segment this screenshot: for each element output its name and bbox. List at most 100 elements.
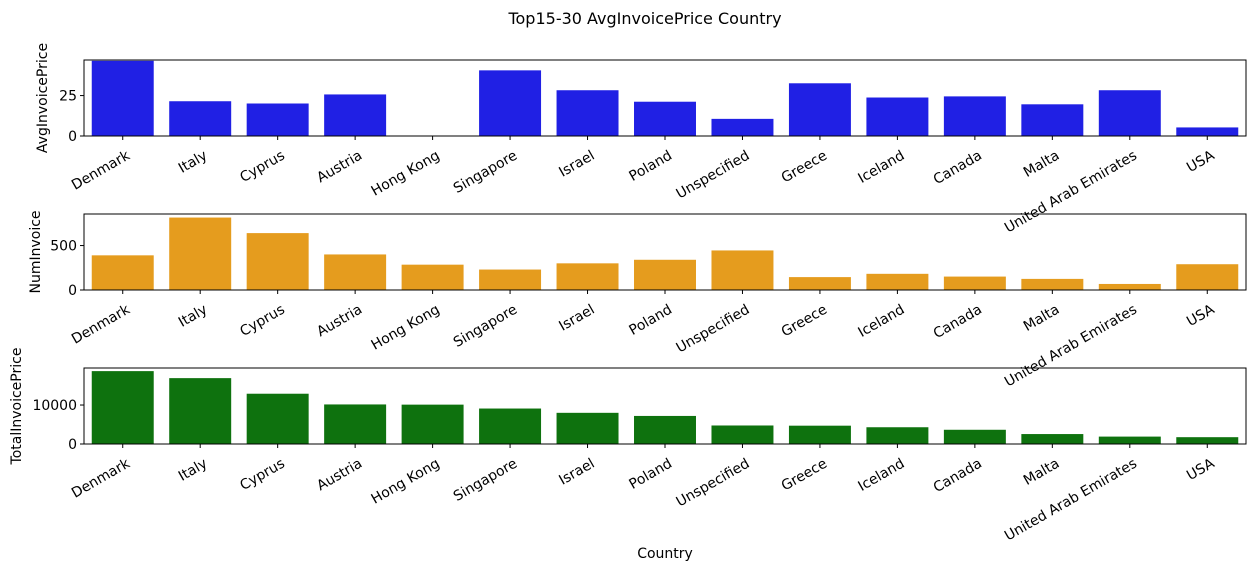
y-tick-label: 0 bbox=[68, 129, 77, 145]
bar-usa bbox=[1176, 437, 1239, 444]
bar-greece bbox=[788, 277, 851, 290]
bar-singapore bbox=[479, 408, 542, 444]
x-tick-label-cyprus: Cyprus bbox=[237, 456, 287, 494]
subplot-num-invoice: 0 500 Denmark Italy Cyprus Austria Hong Kong S… bbox=[28, 210, 1247, 391]
x-tick-label-cyprus: Cyprus bbox=[237, 148, 287, 186]
y-ticks: 0 500 bbox=[50, 239, 84, 299]
bar-usa bbox=[1176, 127, 1239, 136]
bar-italy bbox=[169, 378, 232, 444]
x-tick-label-canada: Canada bbox=[931, 148, 985, 188]
bar-denmark bbox=[91, 255, 154, 290]
x-tick-label-unspecified: Unspecified bbox=[674, 302, 753, 357]
x-tick-label-usa: USA bbox=[1184, 147, 1217, 176]
bar-greece bbox=[788, 83, 851, 136]
x-tick-label-singapore: Singapore bbox=[451, 148, 520, 197]
x-tick-label-malta: Malta bbox=[1021, 148, 1062, 181]
bar-italy bbox=[169, 217, 232, 290]
x-tick-label-united-arab-emirates: United Arab Emirates bbox=[1002, 456, 1140, 545]
x-tick-label-poland: Poland bbox=[627, 148, 675, 185]
y-axis-label: AvgInvoicePrice bbox=[35, 43, 51, 153]
bar-united-arab-emirates bbox=[1098, 283, 1161, 290]
x-tick-label-italy: Italy bbox=[176, 148, 210, 177]
bar-united-arab-emirates bbox=[1098, 436, 1161, 444]
bar-singapore bbox=[479, 70, 542, 136]
x-tick-label-united-arab-emirates: United Arab Emirates bbox=[1002, 302, 1140, 391]
x-tick-label-singapore: Singapore bbox=[451, 302, 520, 351]
bar-united-arab-emirates bbox=[1098, 90, 1161, 136]
x-tick-label-malta: Malta bbox=[1021, 302, 1062, 335]
x-tick-label-greece: Greece bbox=[779, 302, 830, 341]
x-tick-label-greece: Greece bbox=[779, 456, 830, 495]
x-tick-label-denmark: Denmark bbox=[69, 455, 133, 501]
bar-canada bbox=[943, 276, 1006, 290]
bar-iceland bbox=[866, 427, 929, 444]
bar-austria bbox=[324, 404, 387, 444]
bar-malta bbox=[1021, 278, 1084, 290]
x-tick-label-united-arab-emirates: United Arab Emirates bbox=[1002, 148, 1140, 237]
bar-israel bbox=[556, 412, 619, 444]
bar-austria bbox=[324, 94, 387, 136]
bar-greece bbox=[788, 425, 851, 444]
bar-malta bbox=[1021, 104, 1084, 136]
x-tick-label-cyprus: Cyprus bbox=[237, 302, 287, 340]
bar-singapore bbox=[479, 269, 542, 290]
x-tick-label-usa: USA bbox=[1184, 301, 1217, 330]
bars bbox=[91, 60, 1239, 136]
y-tick-label: 10000 bbox=[32, 398, 77, 414]
bar-canada bbox=[943, 96, 1006, 136]
y-axis-label: TotalInvoicePrice bbox=[9, 348, 25, 466]
x-tick-label-italy: Italy bbox=[176, 456, 210, 485]
y-axis-label: NumInvoice bbox=[28, 210, 44, 293]
bar-canada bbox=[943, 429, 1006, 444]
y-tick-label: 500 bbox=[50, 239, 77, 255]
bar-usa bbox=[1176, 264, 1239, 290]
x-tick-label-hong-kong: Hong Kong bbox=[369, 456, 443, 508]
x-tick-label-unspecified: Unspecified bbox=[674, 148, 753, 203]
bar-poland bbox=[634, 415, 696, 444]
bar-cyprus bbox=[246, 233, 309, 290]
bar-unspecified bbox=[711, 250, 774, 290]
x-tick-label-austria: Austria bbox=[314, 302, 365, 341]
bar-israel bbox=[556, 263, 619, 290]
x-tick-label-israel: Israel bbox=[556, 456, 597, 489]
x-tick-label-unspecified: Unspecified bbox=[674, 456, 753, 511]
y-tick-label: 25 bbox=[59, 89, 77, 105]
x-tick-label-poland: Poland bbox=[627, 456, 675, 493]
x-tick-label-hong-kong: Hong Kong bbox=[369, 302, 443, 354]
x-tick-label-denmark: Denmark bbox=[69, 147, 133, 193]
bar-cyprus bbox=[246, 393, 309, 444]
x-tick-label-canada: Canada bbox=[931, 456, 985, 496]
x-tick-label-denmark: Denmark bbox=[69, 301, 133, 347]
bar-israel bbox=[556, 90, 619, 136]
y-tick-label: 0 bbox=[68, 437, 77, 453]
x-tick-label-hong-kong: Hong Kong bbox=[369, 148, 443, 200]
x-tick-label-iceland: Iceland bbox=[856, 148, 908, 187]
bar-poland bbox=[634, 101, 696, 136]
x-tick-label-singapore: Singapore bbox=[451, 456, 520, 505]
bar-italy bbox=[169, 101, 232, 136]
x-tick-label-austria: Austria bbox=[314, 148, 365, 187]
bar-denmark bbox=[91, 371, 154, 444]
bars bbox=[91, 371, 1239, 444]
bar-hong-kong bbox=[401, 264, 464, 290]
bar-denmark bbox=[91, 60, 154, 136]
y-ticks: 0 25 bbox=[59, 89, 84, 145]
bar-iceland bbox=[866, 273, 929, 290]
bars bbox=[91, 217, 1239, 290]
bar-iceland bbox=[866, 97, 929, 136]
y-ticks: 0 10000 bbox=[32, 398, 84, 453]
bar-hong-kong bbox=[401, 404, 464, 444]
x-tick-label-italy: Italy bbox=[176, 302, 210, 331]
bar-unspecified bbox=[711, 425, 774, 444]
x-tick-label-canada: Canada bbox=[931, 302, 985, 342]
figure-title: Top15-30 AvgInvoicePrice Country bbox=[507, 9, 781, 28]
bar-malta bbox=[1021, 434, 1084, 444]
x-tick-label-israel: Israel bbox=[556, 302, 597, 335]
subplot-avg-invoice-price: 0 25 Denmark Italy Cyprus Austria Hong Kong Si… bbox=[35, 43, 1247, 236]
x-ticks: Denmark Italy Cyprus Austria Hong Kong Singap… bbox=[69, 136, 1218, 236]
x-tick-label-israel: Israel bbox=[556, 148, 597, 181]
subplot-total-invoice-price: 0 10000 Denmark Italy Cyprus Austria Hong Kon… bbox=[9, 348, 1247, 562]
x-ticks: Denmark Italy Cyprus Austria Hong Kong Singap… bbox=[69, 444, 1218, 544]
x-tick-label-malta: Malta bbox=[1021, 456, 1062, 489]
